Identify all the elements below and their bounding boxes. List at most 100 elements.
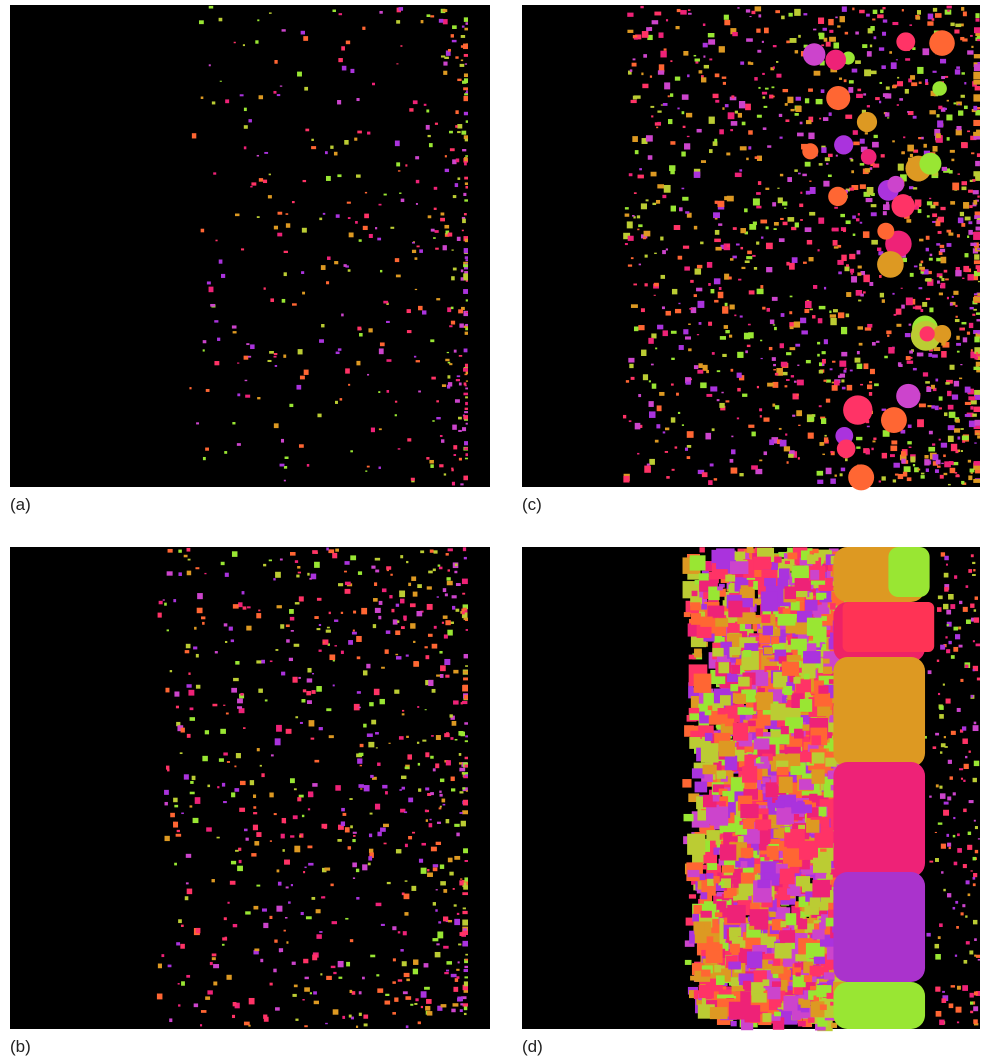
grain <box>927 405 931 407</box>
grain <box>974 461 980 466</box>
grain <box>383 824 389 827</box>
grain <box>970 180 973 182</box>
grain <box>463 289 468 294</box>
grain <box>396 63 398 64</box>
grain <box>392 981 395 984</box>
grain <box>865 168 870 172</box>
grain <box>192 776 196 780</box>
grain <box>465 256 468 259</box>
grain <box>463 848 468 853</box>
grain <box>961 186 966 190</box>
grain <box>244 1022 250 1026</box>
grain <box>832 361 835 363</box>
grain <box>784 446 790 451</box>
grain <box>788 217 795 222</box>
grain <box>392 926 396 930</box>
grain <box>860 163 865 166</box>
grain <box>326 708 331 711</box>
grain <box>298 677 301 679</box>
grain <box>926 387 931 392</box>
grain <box>833 309 838 312</box>
grain <box>222 944 225 946</box>
grain <box>225 641 227 643</box>
grain <box>342 1016 345 1019</box>
grain <box>787 177 792 182</box>
grain <box>930 205 935 209</box>
grain <box>292 201 295 203</box>
grain <box>804 309 809 313</box>
grain <box>968 475 972 480</box>
grain <box>165 802 168 805</box>
grain <box>786 352 791 355</box>
grain <box>907 441 911 444</box>
grain <box>655 348 657 350</box>
grain <box>871 204 877 207</box>
grain <box>418 763 420 766</box>
grain <box>762 307 765 310</box>
grain <box>281 672 285 676</box>
grain <box>728 112 735 119</box>
grain <box>893 479 896 482</box>
grain <box>376 974 379 976</box>
grain <box>974 64 980 71</box>
grain <box>785 561 790 564</box>
grain <box>730 129 733 131</box>
grain <box>165 688 169 693</box>
grain <box>447 307 451 312</box>
grain <box>189 387 191 389</box>
grain <box>701 160 706 163</box>
grain <box>817 342 820 345</box>
grain <box>687 74 689 77</box>
grain <box>955 305 957 307</box>
grain <box>268 195 272 198</box>
grain <box>433 569 436 572</box>
grain <box>253 794 256 798</box>
grain <box>280 559 283 561</box>
grain <box>403 616 407 620</box>
grain <box>217 338 220 341</box>
grain <box>867 324 872 328</box>
grain <box>807 240 812 245</box>
grain <box>350 939 353 942</box>
grain <box>341 46 345 50</box>
grain <box>794 169 797 172</box>
grain <box>437 931 443 938</box>
grain <box>872 440 875 442</box>
grain <box>301 31 305 35</box>
grain <box>395 401 397 403</box>
grain <box>783 222 788 226</box>
grain <box>707 878 714 885</box>
grain <box>232 325 237 328</box>
grain <box>840 473 843 476</box>
grain <box>650 106 654 108</box>
grain <box>278 212 283 215</box>
grain <box>866 14 870 17</box>
grain <box>464 213 467 215</box>
grain <box>838 312 844 318</box>
grain <box>921 473 924 475</box>
grain <box>247 606 251 608</box>
grain <box>263 180 267 183</box>
grain <box>662 306 665 309</box>
grain <box>968 460 971 463</box>
grain <box>311 146 316 149</box>
grain <box>777 188 779 189</box>
grain <box>424 963 429 967</box>
grain <box>794 907 799 913</box>
grain <box>461 35 465 38</box>
grain <box>187 684 192 688</box>
grain <box>244 125 248 129</box>
grain <box>630 69 632 71</box>
grain <box>857 89 861 92</box>
grain <box>304 987 310 991</box>
grain <box>304 867 306 869</box>
grain <box>917 10 921 15</box>
grain <box>224 451 227 454</box>
grain <box>363 670 367 675</box>
grain <box>953 291 958 295</box>
grain <box>413 641 415 643</box>
grain <box>901 288 903 289</box>
grain <box>311 738 315 740</box>
grain <box>822 351 826 354</box>
grain <box>792 415 795 417</box>
